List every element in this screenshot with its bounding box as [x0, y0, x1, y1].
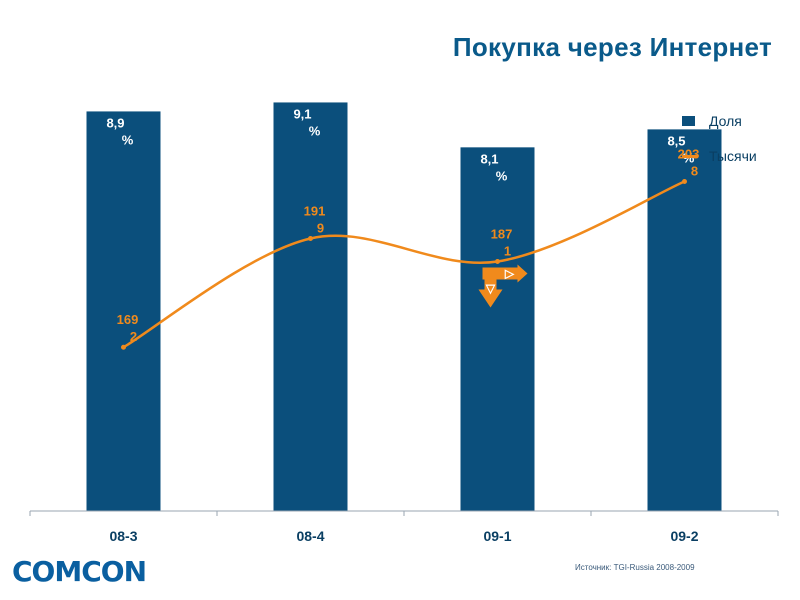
line-label-digit-09-2: 8: [691, 164, 698, 179]
line-label-08-4: 191: [304, 204, 326, 219]
line-series-thousands: [122, 180, 685, 349]
line-point-09-1: [495, 258, 500, 264]
legend-label-thousands: Тысячи: [709, 148, 757, 164]
bar-08-3: [86, 111, 161, 511]
legend-bar-swatch: [682, 116, 695, 126]
bar-label-08-4: 9,1: [293, 106, 311, 121]
line-point-08-4: [308, 236, 313, 242]
x-tick-label-09-2: 09-2: [670, 528, 698, 544]
annotation-down-glyph: ▽: [485, 281, 496, 295]
bar-label-pct-08-4: %: [309, 123, 321, 138]
bar-label-09-1: 8,1: [480, 151, 498, 166]
chart-title: Покупка через Интернет: [452, 32, 772, 62]
bar-label-09-2: 8,5: [667, 133, 685, 148]
legend-line-swatch: [682, 154, 697, 158]
bar-label-pct-08-3: %: [122, 132, 134, 147]
legend-item-share: Доля: [682, 112, 757, 130]
line-label-digit-08-3: 2: [130, 329, 137, 344]
legend-label-share: Доля: [709, 113, 742, 129]
source-note: Источник: TGI-Russia 2008-2009: [575, 563, 695, 572]
line-label-09-1: 187: [491, 226, 513, 241]
line-label-08-3: 169: [117, 312, 139, 327]
annotation-right-glyph: ▷: [504, 266, 515, 280]
line-point-08-3: [121, 344, 126, 350]
bar-label-08-3: 8,9: [106, 115, 124, 130]
bar-09-2: [647, 129, 722, 511]
line-label-09-2: 203: [678, 147, 700, 162]
arrow-down-icon: [478, 275, 503, 308]
legend-item-thousands: Тысячи: [682, 147, 757, 165]
line-point-09-2: [682, 179, 687, 185]
x-tick-label-09-1: 09-1: [483, 528, 511, 544]
bar-09-1: [460, 147, 535, 511]
x-tick-label-08-4: 08-4: [296, 528, 324, 544]
x-tick-label-08-3: 08-3: [109, 528, 137, 544]
chart-legend: Доля Тысячи: [682, 112, 757, 182]
bar-label-pct-09-2: %: [683, 150, 695, 165]
bar-08-4: [273, 102, 348, 512]
comcon-logo: COMCON: [12, 555, 147, 588]
line-label-digit-09-1: 1: [504, 243, 511, 258]
bar-label-pct-09-1: %: [496, 168, 508, 183]
line-label-digit-08-4: 9: [317, 221, 324, 236]
